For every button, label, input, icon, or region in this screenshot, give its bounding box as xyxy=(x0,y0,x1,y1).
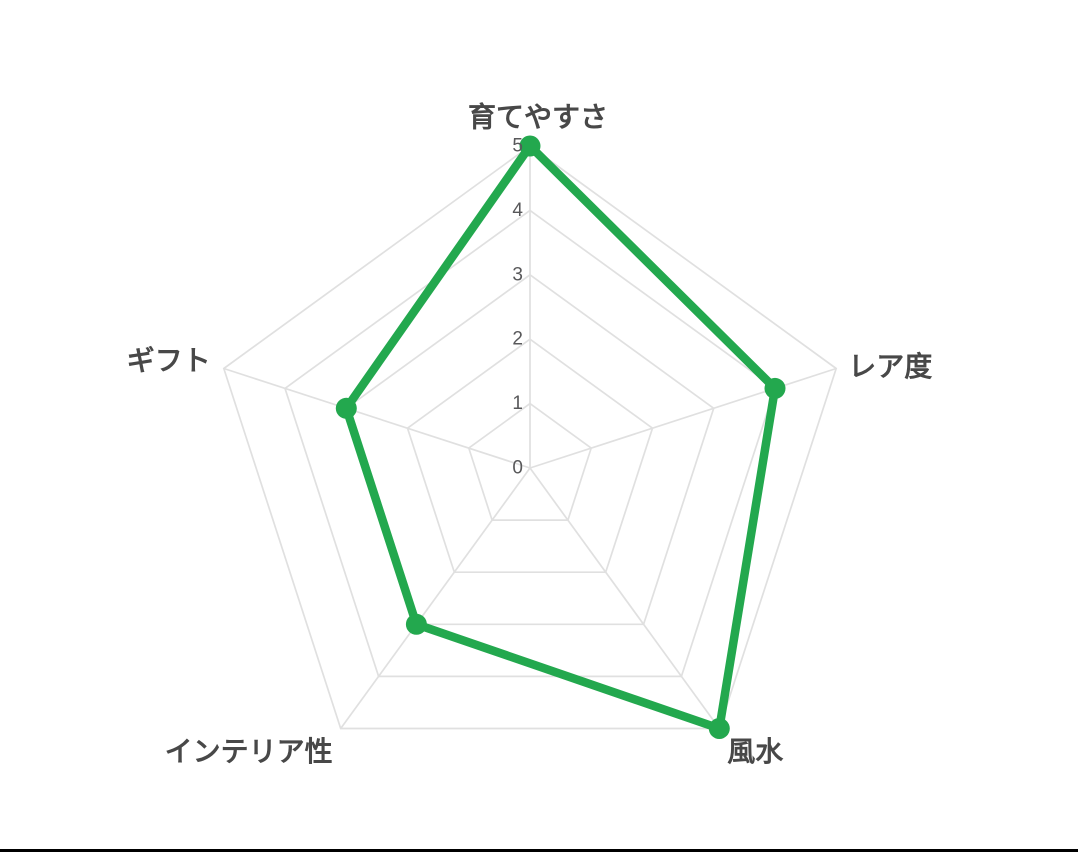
data-polygon xyxy=(342,141,780,733)
tick-label: 5 xyxy=(512,136,523,157)
data-point xyxy=(405,613,427,635)
data-point xyxy=(708,718,730,739)
axis-spoke xyxy=(529,467,720,729)
grid-ring-2 xyxy=(406,338,654,574)
tick-label: 4 xyxy=(512,200,523,221)
axis-spoke xyxy=(223,367,531,469)
grid-ring-5 xyxy=(222,144,838,730)
grid-ring-1 xyxy=(467,402,593,521)
tick-label: 2 xyxy=(512,329,523,350)
axis-label: 育てやすさ xyxy=(468,101,608,133)
axis-label: 風水 xyxy=(727,736,784,767)
data-point xyxy=(335,397,357,419)
grid-ring-4 xyxy=(284,209,776,678)
axis-spoke xyxy=(340,467,531,729)
tick-label: 3 xyxy=(512,264,523,285)
data-point xyxy=(764,377,786,399)
tick-label: 1 xyxy=(512,393,523,414)
axis-spoke xyxy=(529,367,837,469)
axis-label: インテリア性 xyxy=(165,736,333,767)
data-point xyxy=(519,135,541,157)
grid-ring-3 xyxy=(345,273,715,626)
axis-label: ギフト xyxy=(127,345,211,376)
axis-label: レア度 xyxy=(848,351,932,382)
bottom-divider xyxy=(0,849,1078,852)
tick-label: 0 xyxy=(512,458,523,479)
